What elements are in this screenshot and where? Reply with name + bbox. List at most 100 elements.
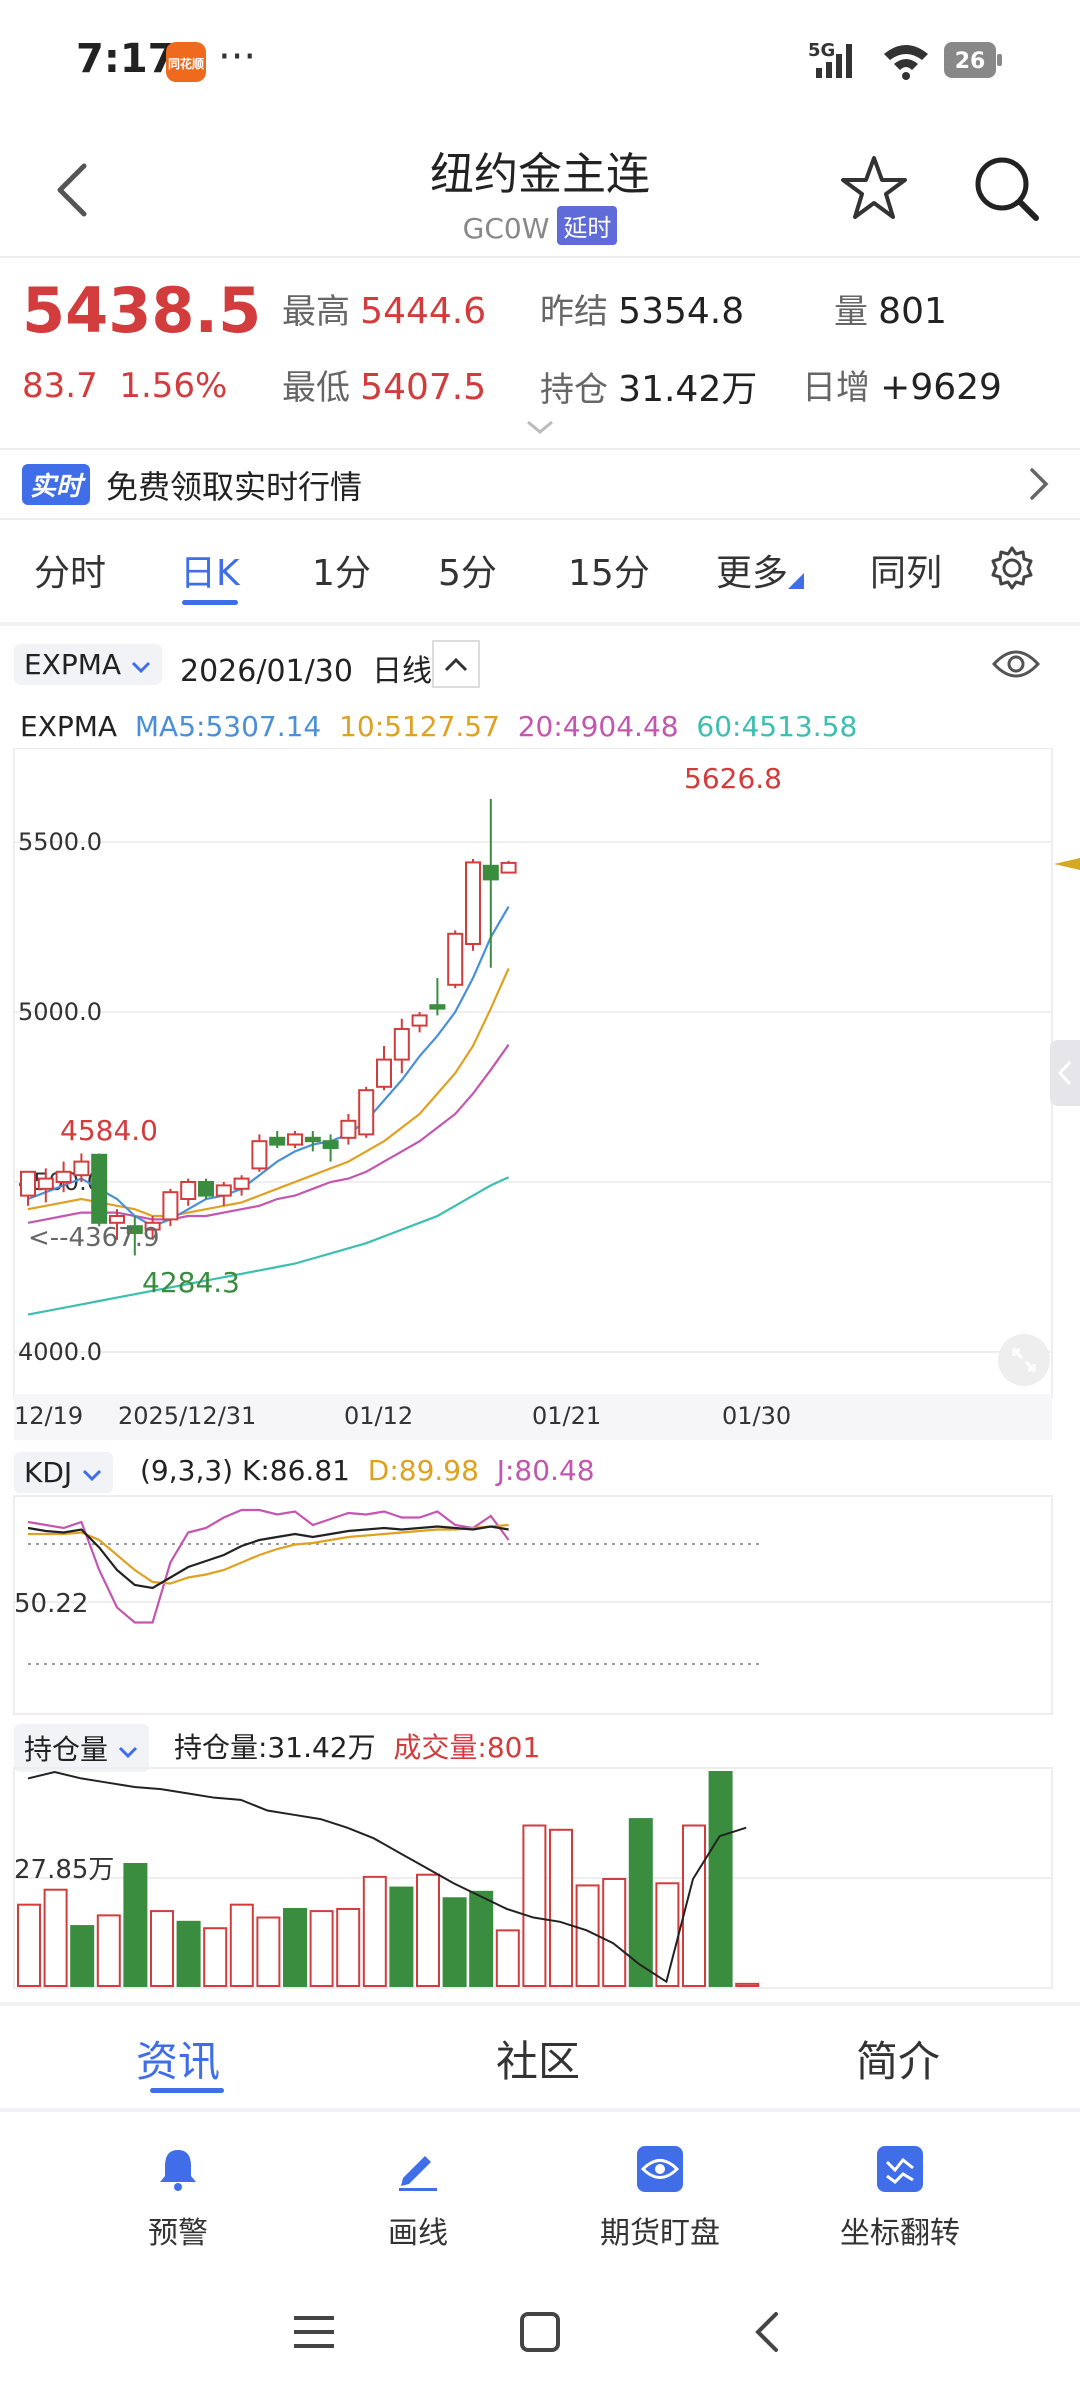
candle	[447, 930, 464, 989]
volume-bar	[283, 1907, 307, 1988]
tab-same-column[interactable]: 同列	[870, 553, 943, 594]
kdj-selector[interactable]: KDJ	[14, 1452, 114, 1493]
candle-body	[376, 1058, 392, 1088]
pencil-icon	[399, 2156, 437, 2191]
kdj-chart[interactable]: 50.22	[0, 1494, 1080, 1716]
tab-community[interactable]: 社区	[496, 2037, 581, 2086]
candle-body	[465, 861, 481, 945]
tab-daily-k[interactable]: 日K	[180, 553, 240, 594]
back-button[interactable]	[36, 150, 116, 230]
kdj-selector-label: KDJ	[24, 1456, 73, 1489]
tab-minute[interactable]: 分时	[34, 553, 107, 594]
kdj-d-line	[28, 1523, 509, 1585]
period-tabs: 分时 日K 1分 5分 15分 更多 同列	[0, 522, 1080, 622]
status-time: 7:17	[76, 36, 176, 82]
candle-body	[91, 1153, 108, 1224]
volume-bar	[309, 1910, 334, 1988]
volume-bar	[176, 1920, 201, 1987]
realtime-badge: 实时	[22, 464, 91, 505]
candle	[393, 1018, 410, 1074]
candle-body	[287, 1133, 303, 1146]
last-price: 5438.5	[22, 274, 262, 347]
banner-divider	[0, 518, 1080, 520]
candle	[500, 860, 517, 874]
price-change-row: 83.7 1.56%	[22, 366, 227, 406]
kdj-level-label: 50.22	[14, 1589, 88, 1619]
visibility-toggle-button[interactable]	[991, 644, 1041, 688]
draw-line-button[interactable]: 画线	[318, 2146, 518, 2252]
ma60-value: 60:4513.58	[696, 710, 858, 743]
delay-badge: 延时	[557, 206, 618, 245]
tab-1min[interactable]: 1分	[312, 553, 371, 594]
more-notifications-icon: ···	[218, 34, 257, 80]
tab-15min[interactable]: 15分	[568, 553, 650, 594]
chevron-left-icon	[57, 163, 87, 217]
star-icon	[841, 156, 907, 219]
volume-bar	[469, 1890, 494, 1987]
kdj-j-value: J:80.48	[496, 1454, 595, 1487]
open-interest-chart[interactable]: 27.85万	[0, 1766, 1080, 1992]
candle	[482, 798, 499, 968]
search-icon	[975, 157, 1039, 221]
chevron-down-icon	[131, 661, 151, 674]
oi-value: 持仓量:31.42万	[174, 1731, 376, 1764]
network-type: 5G	[808, 40, 835, 61]
y-tick-label: 5500.0	[18, 828, 102, 856]
flip-axis-button[interactable]: 坐标翻转	[800, 2146, 1000, 2252]
high-label: 最高	[282, 292, 350, 332]
candlestick-chart[interactable]: 5500.05000.04500.04000.012/192025/12/310…	[0, 748, 1080, 1448]
candle	[251, 1134, 268, 1172]
tab-intro[interactable]: 简介	[856, 2037, 941, 2086]
flip-axis-label: 坐标翻转	[840, 2216, 960, 2251]
collapse-chart-button[interactable]	[432, 640, 480, 688]
alert-button[interactable]: 预警	[78, 2146, 278, 2252]
search-button[interactable]	[968, 150, 1044, 226]
oi-level-label: 27.85万	[14, 1855, 114, 1885]
volume-bar	[682, 1824, 706, 1987]
candle	[340, 1114, 357, 1145]
tab-news[interactable]: 资讯	[136, 2037, 221, 2086]
home-square-icon	[520, 2312, 560, 2352]
menu-nav-button[interactable]	[292, 2312, 336, 2356]
volume-bar	[735, 1982, 760, 1988]
tab-5min[interactable]: 5分	[438, 553, 497, 594]
side-panel-handle[interactable]	[1050, 1040, 1080, 1106]
app-notification-icon: 同花顺	[166, 42, 206, 82]
volume-bar	[602, 1878, 627, 1987]
chart-settings-button[interactable]	[988, 544, 1036, 596]
contract-code: GC0W	[462, 212, 550, 245]
realtime-banner[interactable]: 实时 免费领取实时行情	[0, 452, 1080, 516]
main-indicator-selector[interactable]: EXPMA	[14, 644, 162, 685]
volume-bar	[336, 1907, 361, 1988]
candle-body	[144, 1221, 161, 1231]
candle	[376, 1046, 392, 1091]
volume-bar	[655, 1882, 680, 1987]
kdj-params: (9,3,3)	[140, 1454, 234, 1487]
candle-body	[269, 1136, 286, 1146]
open-interest-line	[27, 1770, 747, 1984]
tab-more[interactable]: 更多	[716, 544, 805, 596]
volume-bar	[70, 1925, 95, 1987]
expand-quote-button[interactable]	[524, 418, 556, 442]
candle-body	[411, 1014, 428, 1027]
alert-label: 预警	[148, 2216, 208, 2251]
favorite-button[interactable]	[836, 150, 912, 226]
futures-watch-button[interactable]: 期货盯盘	[560, 2146, 760, 2252]
volume-value: 801	[878, 291, 947, 332]
chart-frame	[13, 748, 1053, 1399]
prev-settle-value: 5354.8	[618, 291, 745, 332]
prev-settle-label: 昨结	[540, 292, 608, 332]
candle-body	[215, 1184, 232, 1197]
header-divider	[0, 256, 1080, 258]
fullscreen-button[interactable]	[998, 1334, 1050, 1386]
home-nav-button[interactable]	[518, 2310, 562, 2358]
candle	[287, 1131, 303, 1148]
tabs-divider	[0, 622, 1080, 626]
oi-selector[interactable]: 持仓量	[14, 1724, 149, 1772]
main-indicator-label: EXPMA	[24, 648, 122, 681]
candle-body	[126, 1225, 143, 1235]
back-nav-button[interactable]	[746, 2310, 790, 2358]
chevron-down-icon	[83, 1469, 102, 1482]
eye-icon	[991, 650, 1041, 678]
high-stat: 最高 5444.6	[282, 284, 486, 333]
